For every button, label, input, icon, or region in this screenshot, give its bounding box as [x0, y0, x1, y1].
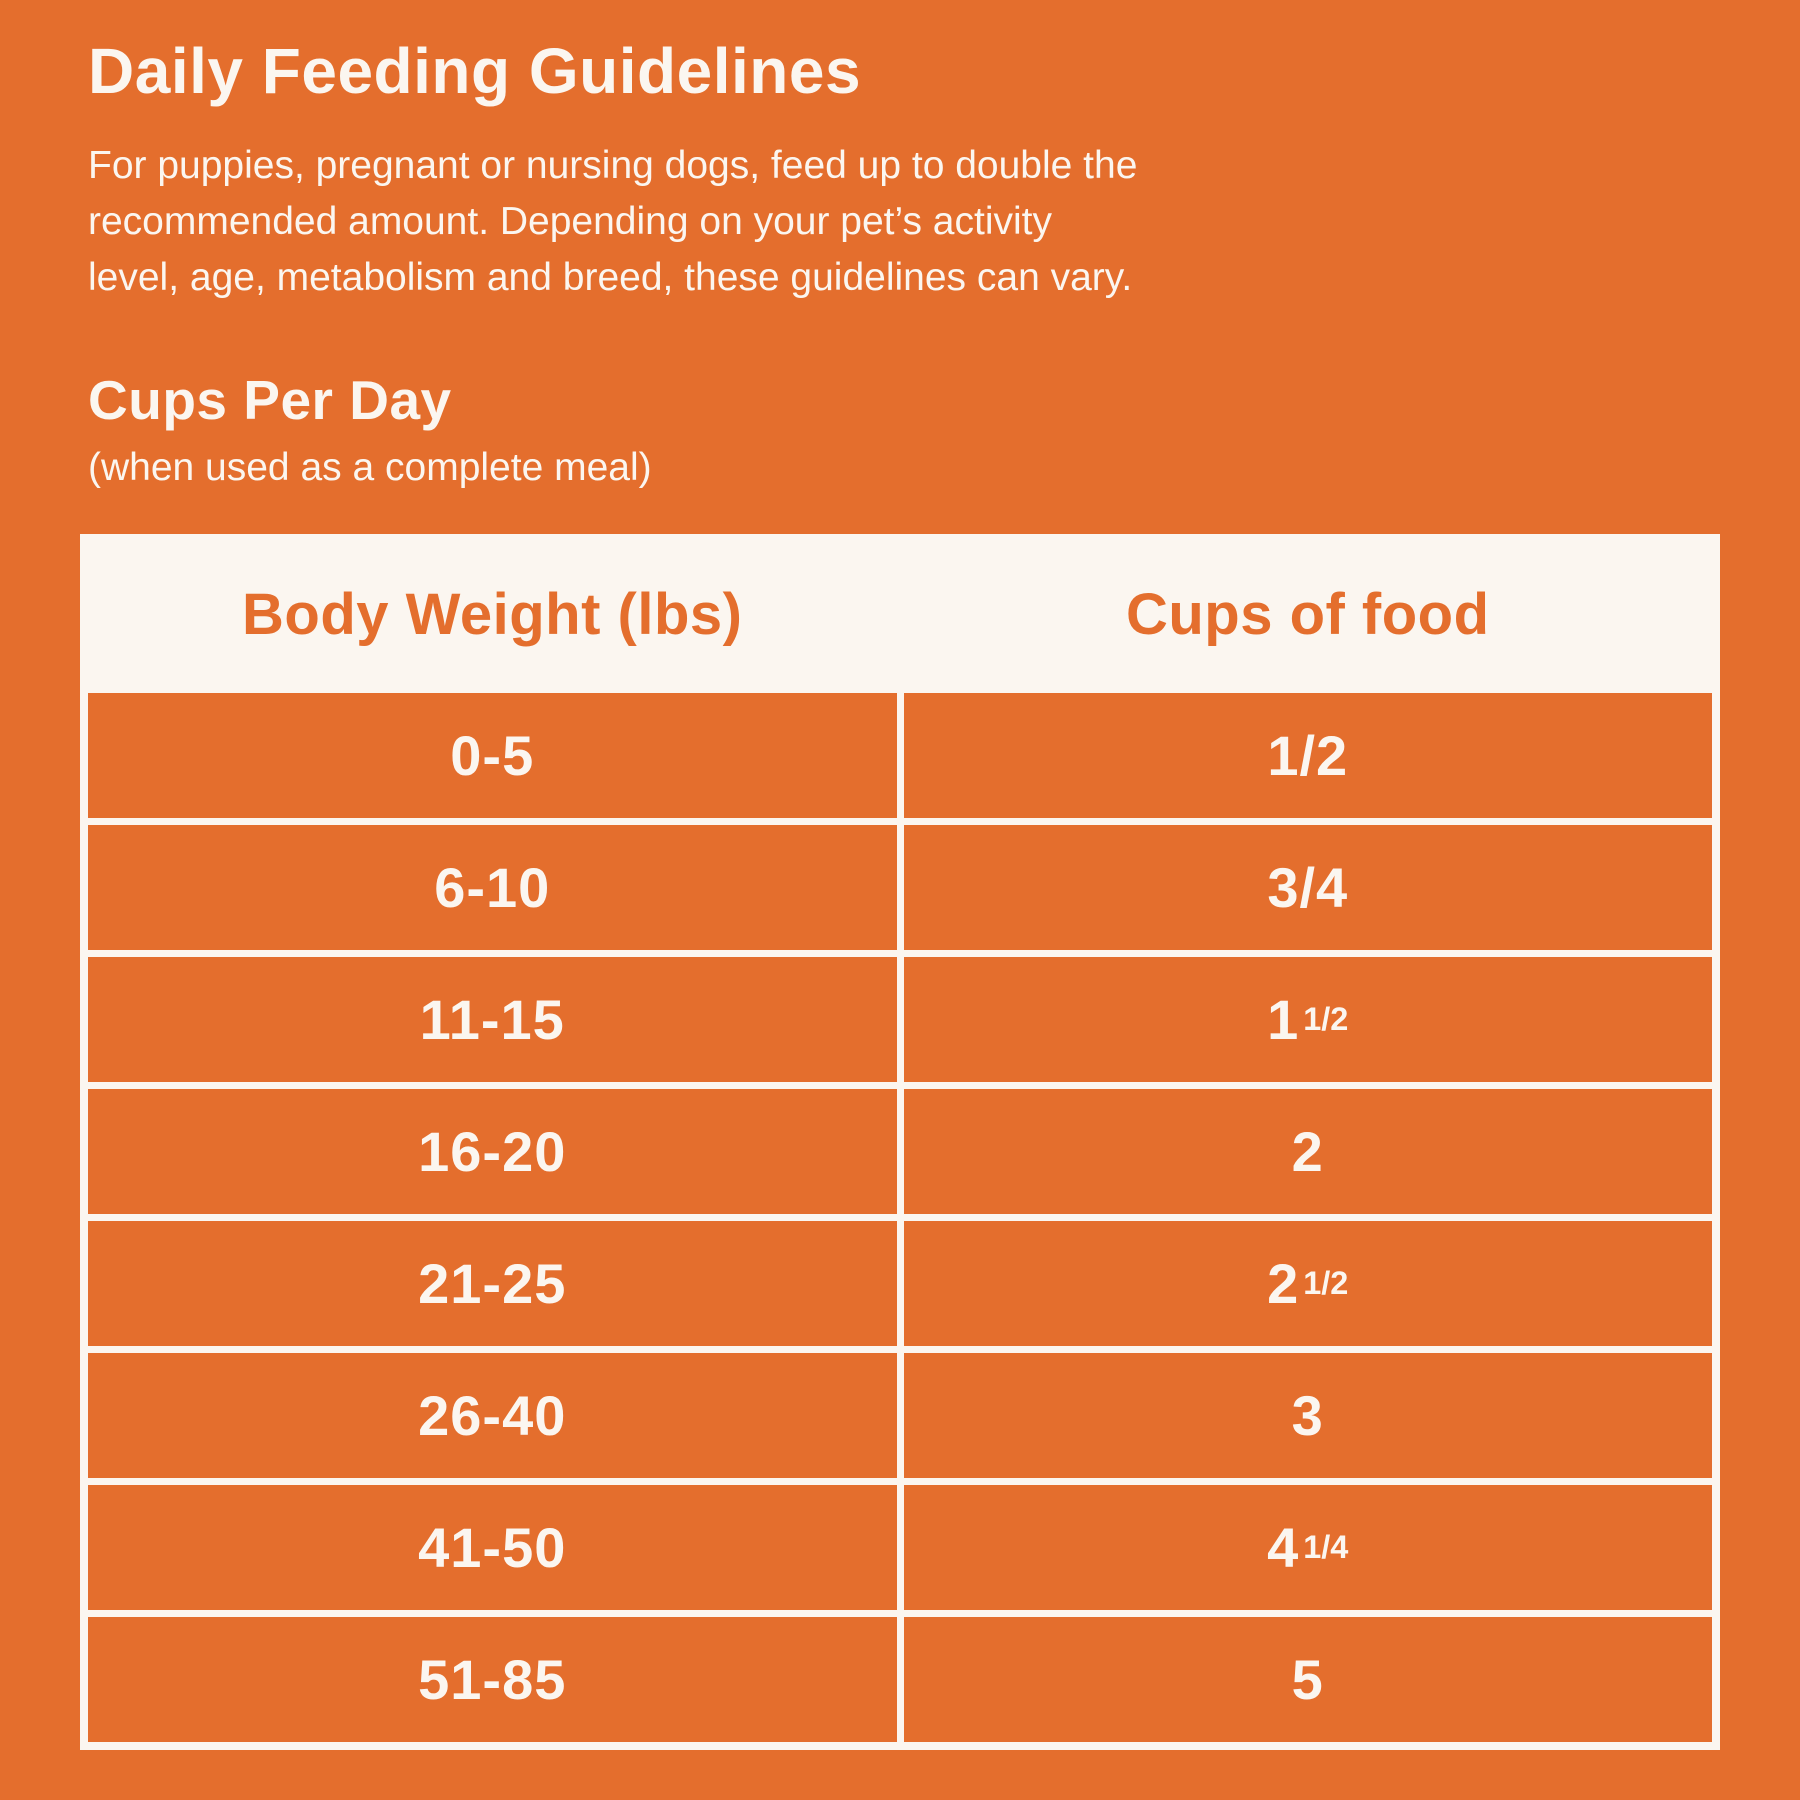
weight-cell: 21-25 — [88, 1221, 897, 1346]
intro-line: For puppies, pregnant or nursing dogs, f… — [88, 144, 1138, 187]
column-header-body-weight: Body Weight (lbs) — [88, 542, 897, 686]
cups-value: 4 — [1267, 1516, 1300, 1579]
cups-value: 1 — [1267, 988, 1300, 1051]
feeding-table: Body Weight (lbs) Cups of food 0-5 1/2 6… — [80, 534, 1720, 1750]
cups-fraction: 1/4 — [1303, 1529, 1349, 1565]
cups-fraction: 1/2 — [1303, 1265, 1349, 1301]
cups-cell: 4 1/4 — [903, 1485, 1712, 1610]
cups-cell: 3 — [903, 1353, 1712, 1478]
page-title: Daily Feeding Guidelines — [88, 35, 862, 107]
weight-cell: 26-40 — [88, 1353, 897, 1478]
weight-cell: 51-85 — [88, 1617, 897, 1742]
intro-paragraph: For puppies, pregnant or nursing dogs, f… — [88, 138, 1716, 306]
section-subtitle: (when used as a complete meal) — [88, 446, 652, 489]
cups-cell: 1/2 — [903, 693, 1712, 818]
cups-cell: 3/4 — [903, 825, 1712, 950]
cups-value: 2 — [1267, 1252, 1300, 1315]
weight-cell: 16-20 — [88, 1089, 897, 1214]
cups-cell: 2 — [903, 1089, 1712, 1214]
weight-cell: 0-5 — [88, 693, 897, 818]
cups-value: 2 — [1291, 1120, 1324, 1183]
cups-value: 1/2 — [1267, 724, 1349, 787]
weight-cell: 6-10 — [88, 825, 897, 950]
intro-line: recommended amount. Depending on your pe… — [88, 200, 1052, 243]
weight-cell: 41-50 — [88, 1485, 897, 1610]
cups-fraction: 1/2 — [1303, 1001, 1349, 1037]
cups-value: 5 — [1291, 1648, 1324, 1711]
column-header-cups-of-food: Cups of food — [903, 542, 1712, 686]
cups-cell: 1 1/2 — [903, 957, 1712, 1082]
cups-cell: 2 1/2 — [903, 1221, 1712, 1346]
intro-line: level, age, metabolism and breed, these … — [88, 256, 1133, 299]
cups-cell: 5 — [903, 1617, 1712, 1742]
feeding-table-grid: Body Weight (lbs) Cups of food 0-5 1/2 6… — [88, 542, 1712, 1742]
weight-cell: 11-15 — [88, 957, 897, 1082]
section-title: Cups Per Day — [88, 369, 452, 431]
cups-value: 3/4 — [1267, 856, 1349, 919]
cups-value: 3 — [1291, 1384, 1324, 1447]
